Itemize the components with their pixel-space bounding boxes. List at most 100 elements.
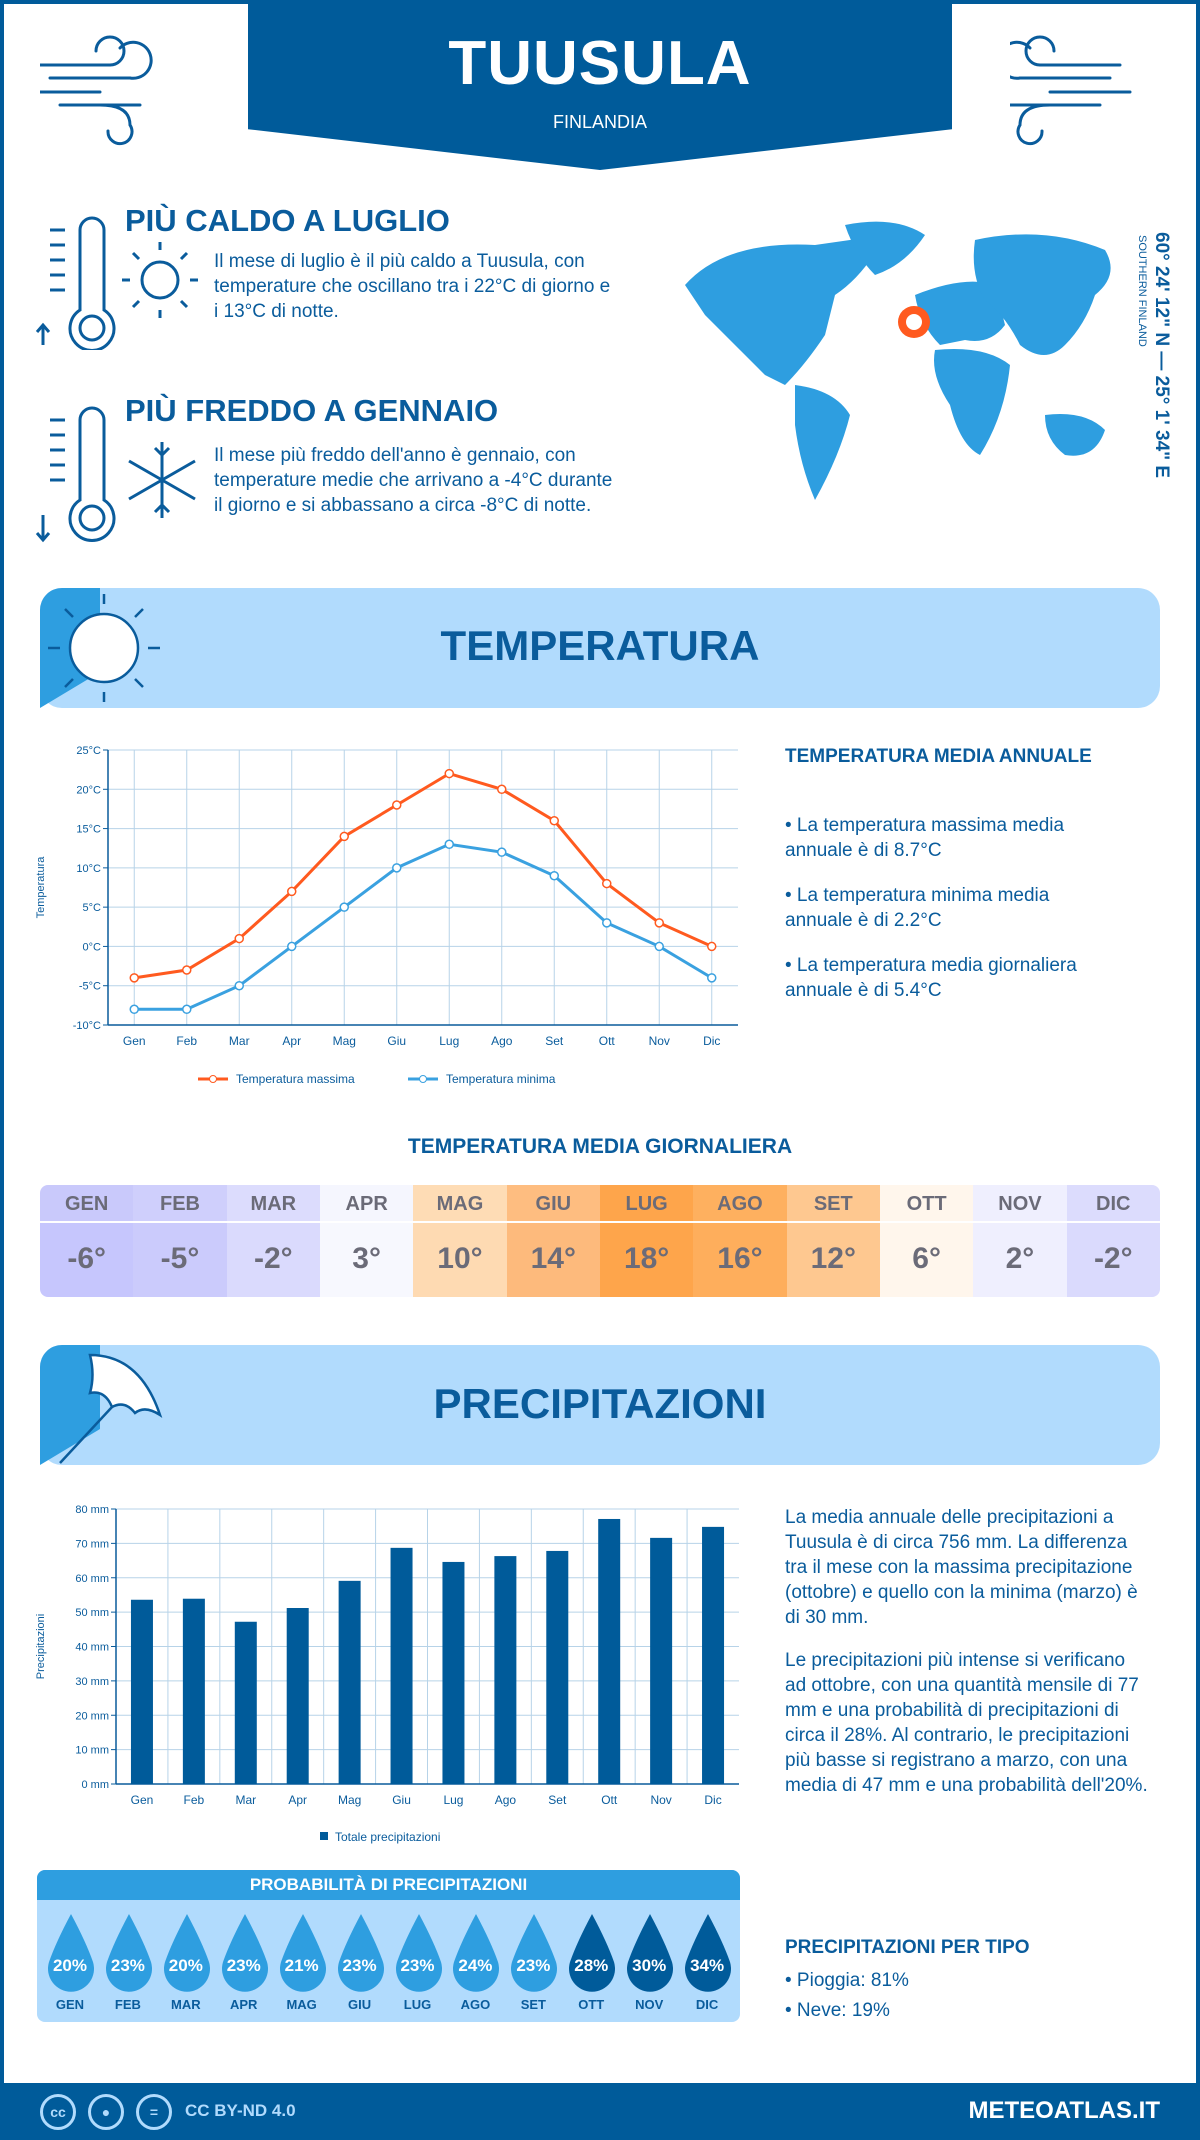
country-label: FINLANDIA — [552, 112, 648, 132]
month-label: DIC — [695, 1997, 719, 2012]
data-point — [287, 886, 297, 897]
daily-temp-column: NOV 2° — [973, 1185, 1067, 1297]
x-tick-label: Giu — [387, 1034, 406, 1048]
month-label: APR — [319, 1185, 414, 1223]
x-tick-label: Ott — [599, 1034, 616, 1048]
data-point — [444, 839, 454, 850]
month-label: APR — [230, 1997, 258, 2012]
y-tick-label: 5°C — [83, 902, 102, 914]
raindrop-icon — [627, 1914, 674, 1992]
month-label: DIC — [1066, 1185, 1160, 1223]
data-point — [602, 918, 612, 928]
probability-value: 23% — [400, 1956, 435, 1975]
daily-temp-column: FEB -5° — [133, 1185, 227, 1297]
legend-label: Totale precipitazioni — [335, 1830, 440, 1844]
temp-value: 3° — [319, 1223, 414, 1297]
cc-icon: cc — [40, 2094, 76, 2130]
month-label: AGO — [693, 1185, 787, 1223]
probability-value: 23% — [516, 1956, 551, 1975]
raindrop-icon — [279, 1914, 326, 1992]
y-axis-label: Temperatura — [35, 856, 47, 919]
data-point — [707, 941, 717, 952]
bar — [650, 1537, 673, 1784]
month-label: LUG — [403, 1997, 432, 2012]
month-label: OTT — [879, 1185, 974, 1223]
daily-temp-column: MAR -2° — [226, 1185, 320, 1297]
x-tick-label: Dic — [703, 1034, 720, 1048]
month-label: GEN — [55, 1997, 85, 2012]
temp-value: -2° — [1066, 1223, 1160, 1297]
probability-drop: 20% GEN — [41, 1900, 99, 2022]
y-tick-label: 0°C — [83, 941, 102, 953]
coldest-text: Il mese più freddo dell'anno è gennaio, … — [214, 445, 613, 516]
site-link[interactable]: METEOATLAS.IT — [968, 2097, 1160, 2124]
legend-marker — [419, 1075, 427, 1083]
sun-icon — [48, 594, 160, 702]
thermometer-hot-icon — [35, 216, 198, 350]
data-point — [287, 941, 297, 952]
temp-value: 18° — [599, 1223, 694, 1297]
y-tick-label: 0 mm — [82, 1779, 110, 1791]
daily-temp-column: SET 12° — [786, 1185, 880, 1297]
data-point — [339, 902, 349, 912]
data-point — [602, 878, 612, 889]
precip-paragraph: La media annuale delle precipitazioni a … — [785, 1507, 1138, 1628]
y-tick-label: 20°C — [76, 784, 101, 796]
bar — [598, 1518, 621, 1784]
data-point — [497, 847, 507, 857]
x-tick-label: Ott — [601, 1793, 618, 1807]
x-tick-label: Apr — [282, 1034, 301, 1048]
raindrop-icon — [105, 1914, 152, 1992]
world-map — [685, 221, 1111, 500]
precipitation-title: PRECIPITAZIONI — [433, 1380, 767, 1427]
temp-value: 12° — [786, 1223, 880, 1297]
daily-temp-table: GEN -6° FEB -5° MAR -2° APR 3° MAG 10° GIU 14° LUG 18… — [40, 1185, 1160, 1297]
probability-drop: 23% LUG — [389, 1900, 447, 2022]
month-label: NOV — [973, 1185, 1067, 1223]
daily-temp-column: LUG 18° — [599, 1185, 694, 1297]
series-line-temperatura-massima — [134, 771, 713, 980]
daily-temp-column: MAG 10° — [413, 1185, 507, 1297]
probability-value: 20% — [168, 1956, 203, 1975]
data-point — [339, 831, 349, 842]
probability-value: 30% — [632, 1956, 667, 1975]
month-label: MAG — [413, 1185, 507, 1223]
header-banner — [248, 0, 952, 170]
precip-type-rain: • Pioggia: 81% — [785, 1970, 909, 1991]
probability-value: 34% — [690, 1956, 725, 1975]
month-label: MAR — [226, 1185, 320, 1223]
x-tick-label: Gen — [131, 1793, 154, 1807]
x-tick-label: Lug — [439, 1034, 459, 1048]
data-point — [444, 768, 454, 779]
raindrop-icon — [163, 1914, 210, 1992]
legend-marker — [209, 1075, 217, 1083]
raindrop-icon — [569, 1914, 616, 1992]
data-point — [182, 965, 192, 975]
y-tick-label: 70 mm — [75, 1538, 109, 1550]
temp-value: -6° — [40, 1223, 134, 1297]
month-label: SET — [786, 1185, 880, 1223]
probability-value: 23% — [110, 1956, 145, 1975]
bar — [130, 1599, 153, 1784]
data-point — [392, 863, 402, 873]
daily-temp-column: GIU 14° — [506, 1185, 600, 1297]
y-tick-label: -10°C — [73, 1020, 101, 1032]
data-point — [234, 933, 244, 944]
month-label: FEB — [133, 1185, 227, 1223]
x-tick-label: Mag — [333, 1034, 356, 1048]
x-tick-label: Set — [545, 1034, 564, 1048]
month-label: GEN — [40, 1185, 134, 1223]
y-tick-label: 15°C — [76, 824, 101, 836]
city-title: TUUSULA — [448, 29, 752, 98]
y-tick-label: -5°C — [79, 981, 101, 993]
raindrop-icon — [48, 1914, 94, 1992]
precip-probability-box: PROBABILITÀ DI PRECIPITAZIONI 20% GEN 23% F… — [37, 1870, 740, 2022]
daily-temp-column: OTT 6° — [879, 1185, 974, 1297]
data-point — [654, 941, 664, 952]
month-label: OTT — [578, 1997, 605, 2012]
y-tick-label: 10°C — [76, 863, 101, 875]
annual-temp-bullet: • La temperatura massima media annuale è… — [785, 815, 1065, 861]
y-tick-label: 10 mm — [75, 1745, 109, 1757]
raindrop-icon — [337, 1914, 384, 1992]
license-link[interactable]: CC BY-ND 4.0 — [185, 2101, 296, 2120]
